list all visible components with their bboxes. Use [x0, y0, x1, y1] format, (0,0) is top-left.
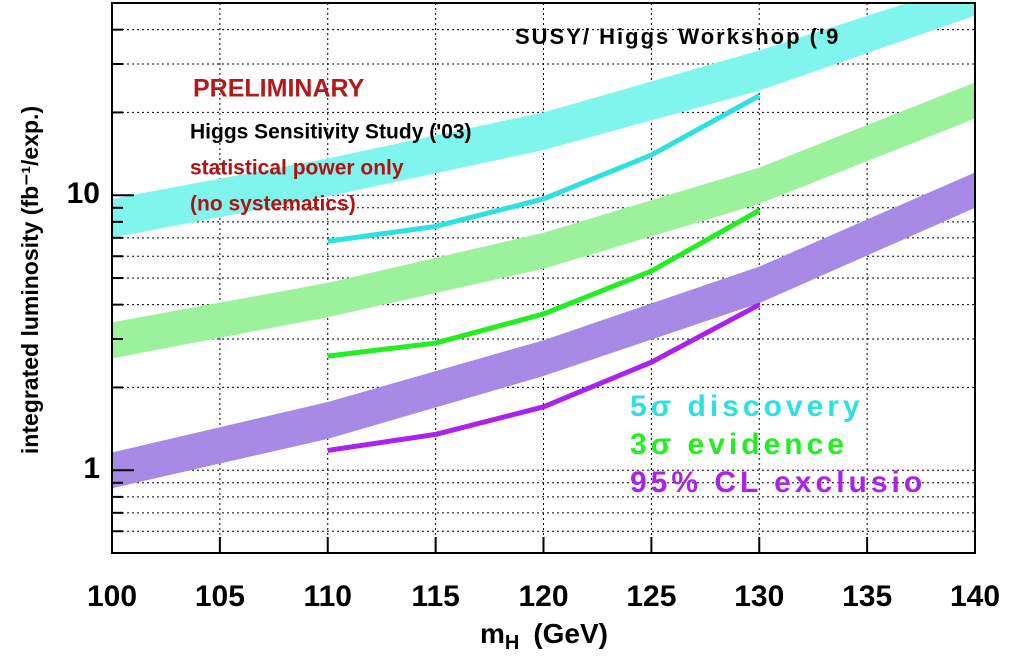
annotation: PRELIMINARY [193, 75, 365, 103]
x-tick-label: 115 [411, 580, 459, 613]
line [327, 93, 761, 244]
annotation: (no systematics) [190, 193, 356, 216]
x-tick-label: 135 [842, 580, 892, 613]
x-tick-label: 125 [626, 580, 676, 613]
legend-entry: 3σ evidence [630, 428, 848, 461]
plot-area [112, 3, 975, 489]
legend-entry: 95% CL exclusio [630, 466, 926, 499]
line [327, 302, 761, 453]
annotation: SUSY/ Higgs Workshop ('9 [515, 24, 840, 49]
legend-entry: 5σ discovery [630, 390, 864, 423]
x-tick-label: 100 [87, 580, 137, 613]
x-tick-label: 140 [950, 580, 1000, 613]
y-axis-label: integrated luminosity (fb⁻¹/exp.) [17, 106, 43, 454]
annotation: statistical power only [190, 157, 404, 180]
x-axis-label: mH (GeV) [480, 618, 608, 654]
band [112, 3, 975, 238]
band [112, 82, 975, 359]
x-tick-label: 130 [734, 580, 784, 613]
line [327, 208, 761, 359]
x-tick-label: 110 [304, 580, 352, 613]
y-tick-label: 1 [83, 452, 100, 485]
x-label-main: m [480, 618, 505, 649]
x-tick-label: 105 [195, 580, 245, 613]
annotation: Higgs Sensitivity Study ('03) [190, 121, 472, 144]
x-label-unit: (GeV) [533, 618, 608, 649]
band [112, 172, 975, 489]
x-tick-label: 120 [518, 580, 568, 613]
y-tick-label: 10 [67, 177, 100, 210]
x-label-sub: H [505, 632, 519, 654]
